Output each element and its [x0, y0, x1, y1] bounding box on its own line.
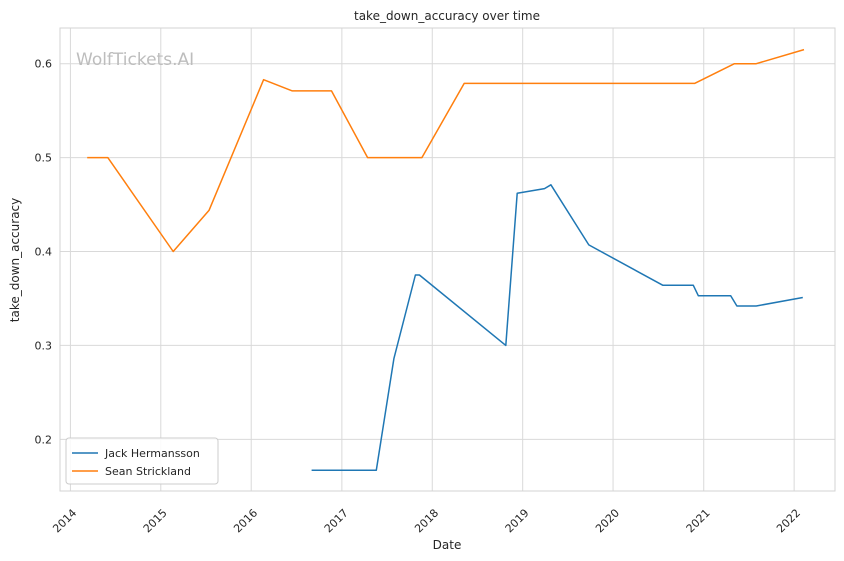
y-tick-labels: 0.2 0.3 0.4 0.5 0.6 [35, 58, 53, 447]
legend-label-sean-strickland: Sean Strickland [105, 465, 191, 478]
y-tick-label: 0.5 [35, 152, 53, 165]
y-tick-label: 0.3 [35, 339, 53, 352]
series-lines [87, 48, 805, 472]
y-axis-title: take_down_accuracy [8, 198, 22, 322]
y-tick-label: 0.4 [35, 246, 53, 259]
y-tick-label: 0.6 [35, 58, 53, 71]
series-line-jack-hermansson [311, 184, 803, 472]
legend-box [65, 437, 219, 485]
grid [60, 28, 835, 491]
chart-title: take_down_accuracy over time [354, 9, 540, 23]
legend: Jack Hermansson Sean Strickland [65, 437, 219, 485]
y-tick-label: 0.2 [35, 433, 53, 446]
series-line-sean-strickland [87, 48, 805, 253]
x-axis-title: Date [433, 538, 462, 552]
legend-label-jack-hermansson: Jack Hermansson [104, 447, 200, 460]
watermark: WolfTickets.AI [76, 50, 194, 70]
plot-frame [59, 27, 836, 492]
